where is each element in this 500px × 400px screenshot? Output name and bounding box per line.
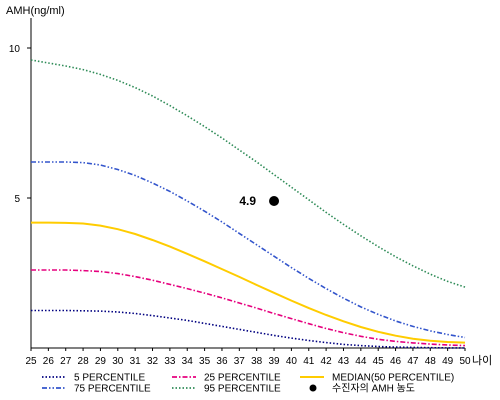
x-tick-label: 35 (199, 356, 211, 367)
legend-label: MEDIAN(50 PERCENTILE) (332, 373, 454, 384)
series-layer (30, 59, 466, 349)
axes: 5 10 25 26 27 28 29 30 31 32 33 34 35 36 37 38 39 40 41 42 4… (9, 18, 471, 367)
x-tick-label: 34 (182, 356, 194, 367)
patient-amh-value-label: 4.9 (239, 194, 256, 208)
x-tick-label: 27 (60, 356, 72, 367)
series-line (31, 221, 466, 344)
patient-amh-point (269, 196, 280, 206)
x-tick-label: 48 (425, 356, 437, 367)
x-axis-label: 나이 (472, 354, 492, 367)
x-tick-label: 36 (216, 356, 228, 367)
x-tick-label: 31 (130, 356, 142, 367)
x-tick-label: 30 (112, 356, 124, 367)
x-tick-label: 33 (164, 356, 176, 367)
x-tick-label: 43 (338, 356, 350, 367)
x-tick-label: 45 (373, 356, 385, 367)
x-tick-label: 41 (303, 356, 315, 367)
series-line (31, 269, 466, 347)
x-tick-label: 37 (234, 356, 246, 367)
marker-layer: 4.9 (239, 194, 280, 208)
x-tick-label: 32 (147, 356, 159, 367)
y-axis-label: AMH(ng/ml) (6, 5, 65, 17)
series-line (31, 161, 466, 339)
legend-label: 95 PERCENTILE (204, 384, 281, 395)
x-tick-label: 28 (78, 356, 90, 367)
x-tick-label: 38 (251, 356, 263, 367)
series-line (31, 309, 466, 349)
y-tick-label: 5 (14, 194, 20, 205)
x-tick-label: 47 (407, 356, 419, 367)
legend-label: 75 PERCENTILE (74, 384, 151, 395)
x-tick-label: 29 (95, 356, 107, 367)
legend-label: 25 PERCENTILE (204, 373, 281, 384)
x-tick-label: 40 (286, 356, 298, 367)
legend-label: 5 PERCENTILE (74, 373, 145, 384)
x-tick-label: 26 (43, 356, 55, 367)
legend-label: 수진자의 AMH 농도 (332, 383, 415, 395)
x-tick-label: 50 (459, 356, 471, 367)
x-tick-label: 39 (268, 356, 280, 367)
x-tick-label: 49 (442, 356, 454, 367)
x-tick-label: 44 (355, 356, 367, 367)
x-tick-label: 25 (25, 356, 37, 367)
y-tick-label: 10 (9, 44, 21, 55)
legend-marker-swatch (309, 384, 317, 392)
x-tick-label: 42 (321, 356, 333, 367)
legend: 5 PERCENTILE 25 PERCENTILE MEDIAN(50 PERCE… (42, 373, 454, 395)
x-tick-label: 46 (390, 356, 402, 367)
series-line (30, 59, 466, 288)
